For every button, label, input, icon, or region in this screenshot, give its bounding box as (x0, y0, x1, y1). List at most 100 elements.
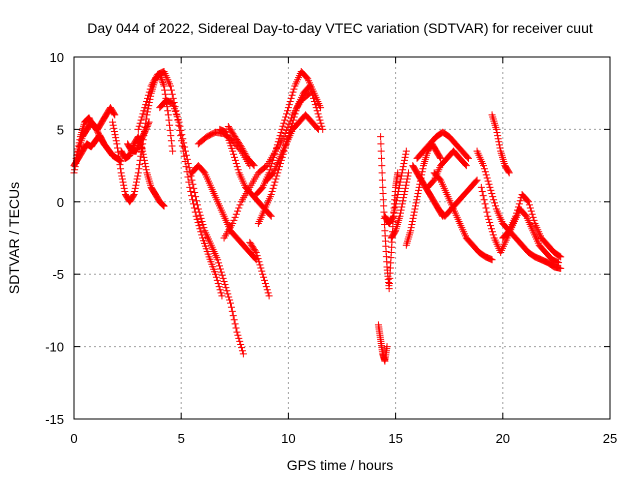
data-point (159, 201, 167, 209)
data-point (183, 155, 191, 163)
data-point (393, 194, 401, 202)
data-point (396, 178, 404, 186)
series-arc-08 (156, 96, 247, 358)
data-point (135, 140, 143, 148)
data-point (412, 199, 420, 207)
data-point (415, 186, 423, 194)
data-point (142, 163, 150, 171)
data-point (280, 119, 288, 127)
data-point (226, 296, 234, 304)
y-axis-title: SDTVAR / TECUs (6, 182, 22, 294)
data-point (478, 187, 486, 195)
data-point (269, 184, 277, 192)
data-point (115, 156, 123, 164)
data-point (464, 154, 472, 162)
data-point (133, 146, 141, 154)
data-point (250, 162, 258, 170)
data-point (279, 122, 287, 130)
data-point (120, 184, 128, 192)
data-point (192, 212, 200, 220)
data-point (512, 212, 520, 220)
data-point (99, 139, 107, 147)
data-point (306, 82, 314, 90)
x-tick-label: 20 (496, 431, 510, 446)
data-point (235, 204, 243, 212)
series-arc-19 (377, 133, 402, 293)
series-arc-30 (488, 111, 513, 177)
data-point (397, 206, 405, 214)
data-point (195, 222, 203, 230)
data-point (290, 113, 298, 121)
data-point (486, 183, 494, 191)
data-point (307, 85, 315, 93)
series-arc-04 (109, 70, 177, 206)
data-point (489, 231, 497, 239)
data-point (398, 169, 406, 177)
series-arc-20 (381, 147, 410, 228)
data-point (234, 166, 242, 174)
data-point (401, 153, 409, 161)
data-point (513, 209, 521, 217)
series-arc-24 (413, 128, 472, 162)
data-point (398, 200, 406, 208)
data-point (121, 187, 129, 195)
data-point (175, 118, 183, 126)
data-point (222, 284, 230, 292)
chart-title: Day 044 of 2022, Sidereal Day-to-day VTE… (87, 20, 593, 36)
data-point (378, 154, 386, 162)
data-point (215, 283, 223, 291)
data-point (110, 124, 118, 132)
data-point (113, 140, 121, 148)
data-point (249, 161, 257, 169)
data-point (197, 214, 205, 222)
data-point (194, 205, 202, 213)
data-point (397, 175, 405, 183)
data-point (139, 150, 147, 158)
data-point (391, 203, 399, 211)
data-point (143, 111, 151, 119)
data-point (402, 147, 410, 155)
data-point (267, 212, 275, 220)
data-point (402, 150, 410, 158)
data-point (557, 253, 565, 261)
x-tick-label: 0 (70, 431, 77, 446)
data-point (259, 270, 267, 278)
data-point (464, 153, 472, 161)
data-point (164, 111, 172, 119)
data-point (135, 122, 143, 130)
data-point (496, 144, 504, 152)
data-point (132, 147, 140, 155)
data-point (391, 228, 399, 236)
data-point (289, 88, 297, 96)
y-tick-label: 0 (57, 195, 64, 210)
data-point (131, 184, 139, 192)
data-point (230, 153, 238, 161)
data-point (129, 192, 137, 200)
data-point (143, 123, 151, 131)
data-point (223, 287, 231, 295)
data-point (146, 85, 154, 93)
data-point (491, 202, 499, 210)
data-point (514, 203, 522, 211)
data-point (117, 165, 125, 173)
data-point (280, 133, 288, 141)
data-point (198, 217, 206, 225)
data-point (118, 175, 126, 183)
data-point (318, 122, 326, 130)
data-point (472, 177, 480, 185)
data-point (399, 163, 407, 171)
data-point (138, 113, 146, 121)
data-point (490, 196, 498, 204)
series-arc-14 (246, 238, 273, 300)
data-point (528, 210, 536, 218)
data-point (142, 101, 150, 109)
data-point (410, 211, 418, 219)
data-point (263, 286, 271, 294)
data-point (134, 169, 142, 177)
series-arc-31 (499, 191, 565, 261)
data-point (177, 126, 185, 134)
data-point (480, 196, 488, 204)
data-point (389, 213, 397, 221)
data-point (180, 139, 188, 147)
